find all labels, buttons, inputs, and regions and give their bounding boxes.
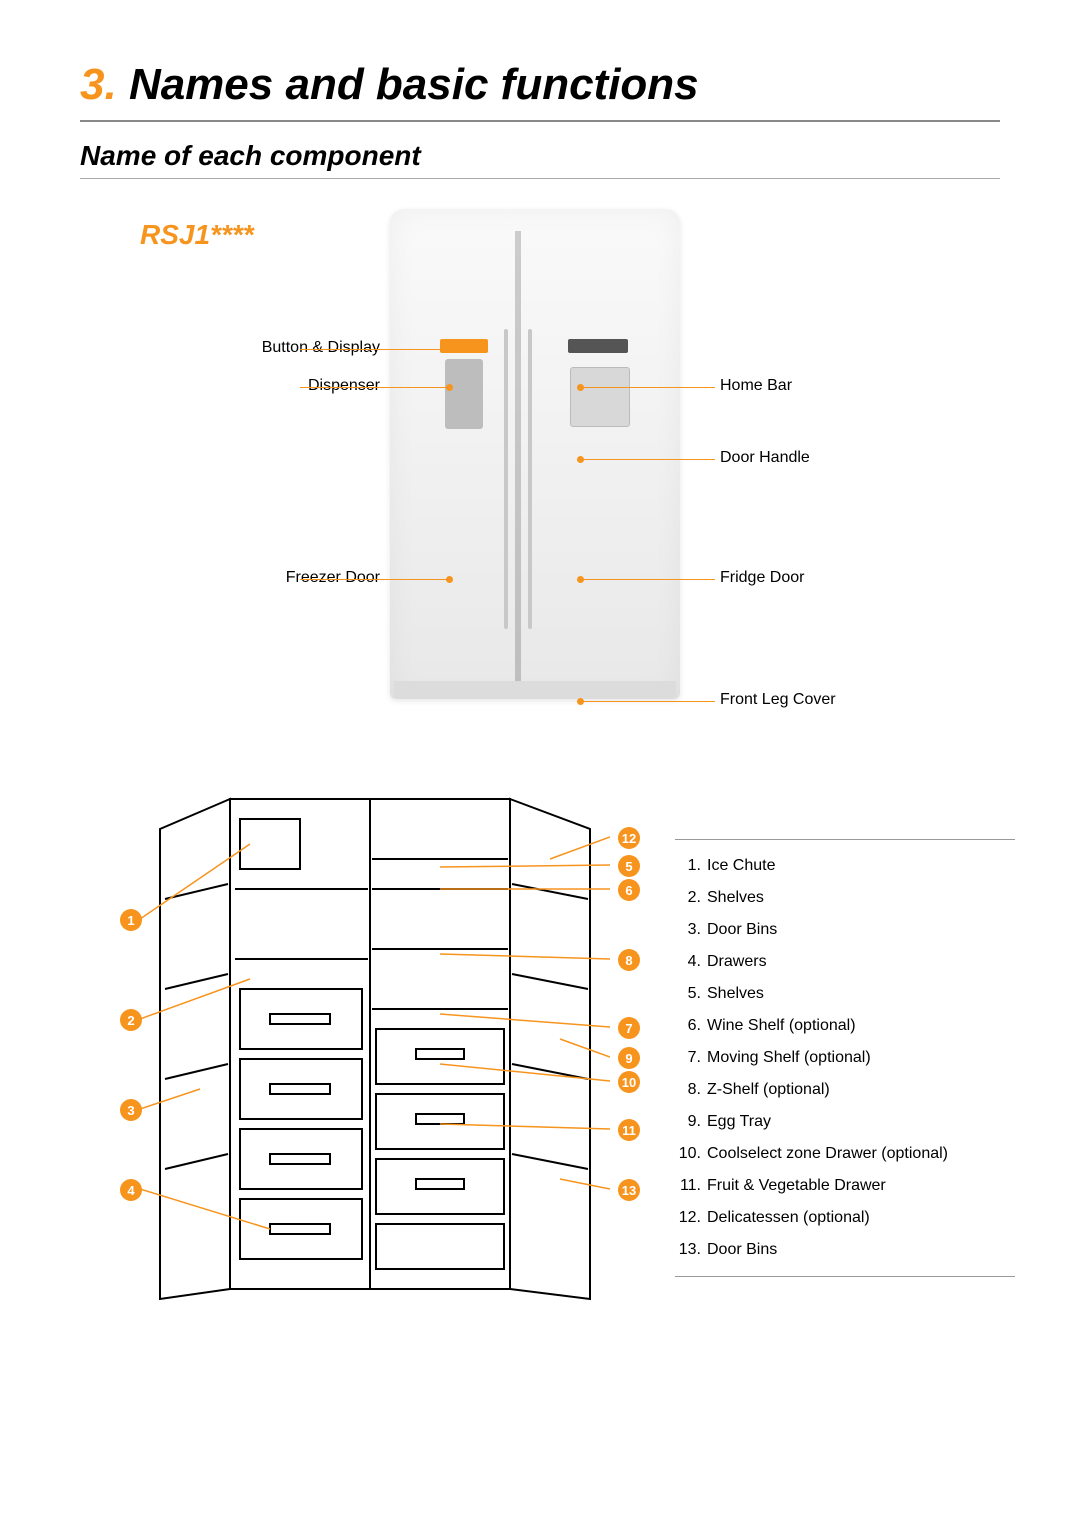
legend-label: Shelves (707, 882, 764, 914)
leader-line (580, 459, 715, 460)
legend-row: 12.Delicatessen (optional) (675, 1202, 1015, 1234)
legend-row: 4.Drawers (675, 946, 1015, 978)
legend-label: Moving Shelf (optional) (707, 1042, 871, 1074)
callout-door-handle: Door Handle (720, 449, 810, 467)
legend-number: 9. (675, 1106, 707, 1138)
legend-row: 13.Door Bins (675, 1234, 1015, 1266)
legend-row: 8.Z-Shelf (optional) (675, 1074, 1015, 1106)
leader-line (580, 387, 715, 388)
legend-row: 9.Egg Tray (675, 1106, 1015, 1138)
legend-number: 1. (675, 850, 707, 882)
legend-number: 13. (675, 1234, 707, 1266)
model-code: RSJ1**** (140, 219, 254, 251)
legend-label: Ice Chute (707, 850, 775, 882)
leader-line (580, 701, 715, 702)
leader-line (300, 349, 450, 350)
leader-line (300, 579, 450, 580)
subtitle: Name of each component (80, 140, 1000, 179)
section-number: 3. (80, 60, 117, 109)
legend-row: 7.Moving Shelf (optional) (675, 1042, 1015, 1074)
section-title: 3. Names and basic functions (80, 60, 1000, 122)
dispenser-recess (445, 359, 483, 429)
homebar-recess (570, 367, 630, 427)
handle-left (504, 329, 508, 629)
legend-row: 5.Shelves (675, 978, 1015, 1010)
legend-label: Coolselect zone Drawer (optional) (707, 1138, 948, 1170)
legend-row: 1.Ice Chute (675, 850, 1015, 882)
legend-row: 6.Wine Shelf (optional) (675, 1010, 1015, 1042)
callout-button-display: Button & Display (140, 339, 380, 357)
exterior-diagram: RSJ1**** Button & Display Dispenser Freeze… (80, 209, 1000, 729)
handle-right (528, 329, 532, 629)
display-panel-right (568, 339, 628, 353)
bullet-13: 13 (618, 1179, 640, 1201)
legend-number: 3. (675, 914, 707, 946)
bullet-12: 12 (618, 827, 640, 849)
section-title-text: Names and basic functions (129, 60, 699, 109)
door-gap (515, 231, 521, 693)
bullet-10: 10 (618, 1071, 640, 1093)
fridge-illustration (390, 209, 680, 699)
legend-number: 7. (675, 1042, 707, 1074)
bullet-1: 1 (120, 909, 142, 931)
legend-label: Drawers (707, 946, 767, 978)
legend-label: Egg Tray (707, 1106, 771, 1138)
legend-number: 12. (675, 1202, 707, 1234)
legend-row: 2.Shelves (675, 882, 1015, 914)
legend-number: 2. (675, 882, 707, 914)
legend-label: Z-Shelf (optional) (707, 1074, 830, 1106)
legend-label: Wine Shelf (optional) (707, 1010, 856, 1042)
legend-number: 11. (675, 1170, 707, 1202)
legend-number: 8. (675, 1074, 707, 1106)
legend-number: 5. (675, 978, 707, 1010)
interior-legend: 1.Ice Chute2.Shelves3.Door Bins4.Drawers… (675, 839, 1015, 1277)
leader-line (300, 387, 450, 388)
legend-label: Delicatessen (optional) (707, 1202, 870, 1234)
legend-label: Fruit & Vegetable Drawer (707, 1170, 886, 1202)
interior-line-drawing (140, 789, 610, 1309)
bullet-4: 4 (120, 1179, 142, 1201)
callout-front-leg-cover: Front Leg Cover (720, 691, 836, 709)
legend-label: Door Bins (707, 1234, 777, 1266)
leader-line (580, 579, 715, 580)
bullet-5: 5 (618, 855, 640, 877)
bullet-3: 3 (120, 1099, 142, 1121)
bullet-9: 9 (618, 1047, 640, 1069)
front-leg-cover-strip (394, 681, 676, 699)
bullet-11: 11 (618, 1119, 640, 1141)
legend-number: 6. (675, 1010, 707, 1042)
legend-row: 10.Coolselect zone Drawer (optional) (675, 1138, 1015, 1170)
legend-label: Door Bins (707, 914, 777, 946)
callout-fridge-door: Fridge Door (720, 569, 804, 587)
callout-dispenser: Dispenser (140, 377, 380, 395)
legend-label: Shelves (707, 978, 764, 1010)
legend-number: 4. (675, 946, 707, 978)
bullet-6: 6 (618, 879, 640, 901)
callout-freezer-door: Freezer Door (140, 569, 380, 587)
bullet-2: 2 (120, 1009, 142, 1031)
callout-home-bar: Home Bar (720, 377, 792, 395)
legend-number: 10. (675, 1138, 707, 1170)
bullet-8: 8 (618, 949, 640, 971)
legend-row: 11.Fruit & Vegetable Drawer (675, 1170, 1015, 1202)
bullet-7: 7 (618, 1017, 640, 1039)
legend-row: 3.Door Bins (675, 914, 1015, 946)
interior-diagram: 1234 1256879101113 1.Ice Chute2.Shelves3… (80, 789, 1000, 1349)
